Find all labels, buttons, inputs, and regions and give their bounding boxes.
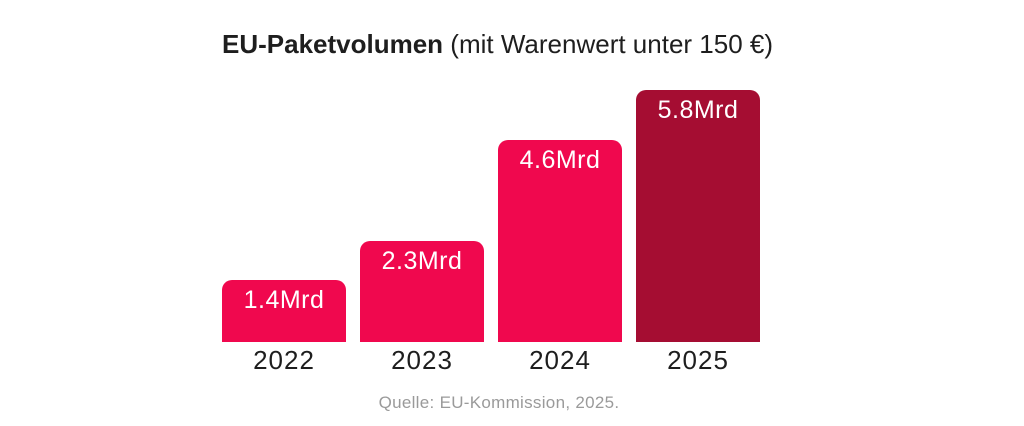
chart-title: EU-Paketvolumen (mit Warenwert unter 150… [222, 27, 773, 61]
bar-value-label-2025: 5.8Mrd [657, 96, 739, 124]
bar-value-label-2022: 1.4Mrd [243, 286, 325, 314]
x-axis-label-2023: 2023 [391, 345, 453, 375]
bar-2024: 4.6Mrd [498, 140, 622, 342]
bar-column-2023: 2.3Mrd 2023 [360, 90, 484, 375]
x-axis-label-2024: 2024 [529, 345, 591, 375]
chart-title-main: EU-Paketvolumen [222, 29, 444, 59]
source-caption: Quelle: EU-Kommission, 2025. [378, 393, 620, 412]
bar-column-2022: 1.4Mrd 2022 [222, 90, 346, 375]
bar-column-2024: 4.6Mrd 2024 [498, 90, 622, 375]
x-axis-label-2025: 2025 [667, 345, 729, 375]
x-axis-label-2022: 2022 [253, 345, 315, 375]
bar-column-2025: 5.8Mrd 2025 [636, 90, 760, 375]
bar-chart-plot-area: 1.4Mrd 2022 2.3Mrd 2023 4.6Mrd 2024 5.8Mrd 2025 [222, 90, 760, 375]
chart-title-qualifier: (mit Warenwert unter 150 €) [443, 29, 774, 59]
bar-2025: 5.8Mrd [636, 90, 760, 342]
bar-value-label-2023: 2.3Mrd [381, 247, 463, 275]
bar-value-label-2024: 4.6Mrd [519, 146, 601, 174]
bar-2022: 1.4Mrd [222, 280, 346, 342]
bar-2023: 2.3Mrd [360, 241, 484, 342]
